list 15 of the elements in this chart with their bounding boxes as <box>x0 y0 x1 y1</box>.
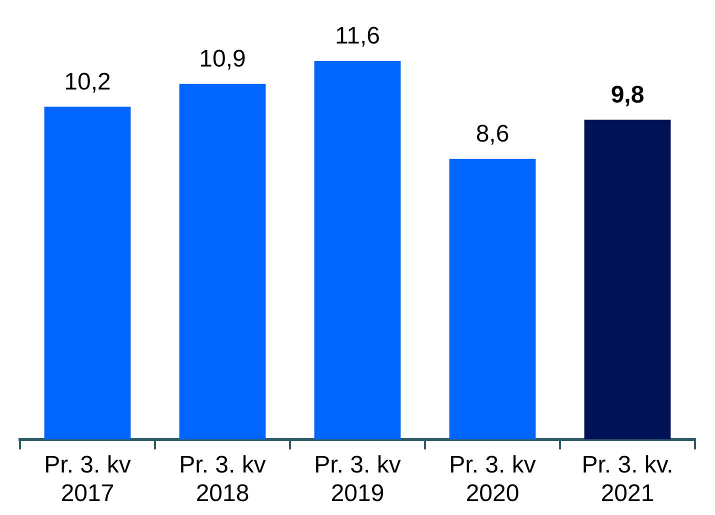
data-label: 10,2 <box>64 68 111 96</box>
bar <box>44 106 131 440</box>
x-tick-label: Pr. 3. kv 2020 <box>449 451 536 508</box>
data-label: 9,8 <box>610 81 644 108</box>
x-tick-label: Pr. 3. kv. 2021 <box>582 451 674 508</box>
data-label: 10,9 <box>199 46 246 73</box>
bar <box>449 158 536 440</box>
bar <box>584 120 671 440</box>
x-tick-label: Pr. 3. kv 2019 <box>314 451 401 508</box>
data-label: 8,6 <box>476 120 510 148</box>
data-label: 11,6 <box>335 22 380 50</box>
bar <box>179 84 266 440</box>
x-tick-label: Pr. 3. kv 2017 <box>44 451 131 508</box>
x-tick-label: Pr. 3. kv 2018 <box>179 451 266 508</box>
bar <box>314 61 401 440</box>
